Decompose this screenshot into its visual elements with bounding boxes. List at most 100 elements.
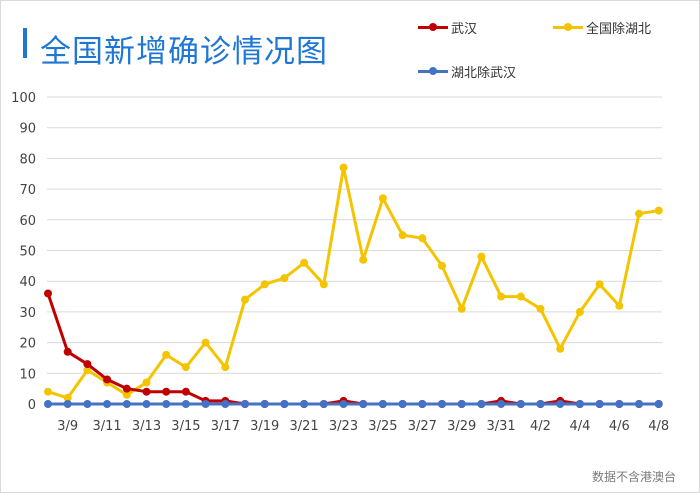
y-tick-label-0: 0: [28, 398, 36, 413]
axis-layer: 0 10 20 30 40 50 60 70 80 90 100 3/9 3/11 3/13 3/15 3/1…: [11, 91, 669, 434]
x-tick-label-4-2: 4/2: [530, 419, 551, 434]
data-point-2-12: [280, 400, 289, 408]
x-tick-label-4-4: 4/4: [569, 419, 590, 434]
data-point-1-1: [63, 393, 72, 402]
data-point-2-16: [359, 400, 368, 408]
data-point-2-2: [83, 400, 92, 408]
x-tick-label-3-13: 3/13: [132, 419, 161, 434]
series-1: [44, 163, 663, 402]
data-point-1-14: [319, 280, 328, 289]
legend-swatch-wuhan: [418, 19, 448, 35]
data-point-2-3: [103, 400, 112, 408]
data-point-1-16: [359, 255, 368, 264]
y-tick-label-40: 40: [19, 275, 36, 290]
data-point-2-18: [398, 400, 407, 408]
x-tick-label-3-25: 3/25: [368, 419, 397, 434]
data-point-2-8: [201, 400, 210, 408]
data-point-2-10: [241, 400, 249, 408]
data-point-0-1: [63, 347, 72, 356]
data-point-1-7: [181, 363, 190, 372]
x-tick-label-3-27: 3/27: [408, 419, 437, 434]
data-point-2-19: [418, 400, 427, 408]
data-point-2-13: [300, 400, 309, 408]
y-tick-label-90: 90: [19, 122, 36, 137]
data-point-1-10: [241, 295, 249, 304]
data-point-2-21: [457, 400, 466, 408]
data-point-1-22: [477, 252, 486, 261]
x-tick-label-4-6: 4/6: [609, 419, 630, 434]
data-point-1-24: [516, 292, 525, 301]
legend-label-hubei-ex-wuhan: 湖北除武汉: [451, 65, 517, 81]
data-point-2-26: [556, 400, 565, 408]
legend-label-national-ex-hubei: 全国除湖北: [586, 21, 652, 37]
y-tick-label-20: 20: [19, 337, 36, 352]
data-point-1-0: [44, 387, 52, 396]
x-tick-label-3-17: 3/17: [211, 419, 240, 434]
y-tick-label-60: 60: [19, 214, 36, 229]
x-tick-label-3-15: 3/15: [171, 419, 200, 434]
x-tick-label-3-31: 3/31: [486, 419, 515, 434]
data-point-2-27: [575, 400, 584, 408]
data-point-1-25: [536, 304, 545, 313]
y-tick-label-70: 70: [19, 183, 36, 198]
data-point-2-24: [516, 400, 525, 408]
y-tick-label-10: 10: [19, 367, 36, 382]
data-point-1-19: [418, 234, 427, 243]
data-point-0-6: [162, 387, 171, 396]
legend-item-wuhan[interactable]: 武汉: [418, 19, 478, 37]
data-point-1-21: [457, 304, 466, 313]
data-point-2-9: [221, 400, 230, 408]
legend-swatch-hubei-ex-wuhan: [418, 63, 448, 79]
series-layer: [44, 163, 663, 408]
data-point-1-15: [339, 163, 348, 172]
data-point-2-4: [122, 400, 131, 408]
data-point-2-29: [615, 400, 624, 408]
data-point-1-30: [635, 209, 643, 218]
x-tick-label-3-9: 3/9: [57, 419, 78, 434]
series-2: [44, 400, 663, 408]
data-point-2-11: [260, 400, 269, 408]
title-accent-bar: [23, 28, 27, 58]
data-point-1-31: [654, 206, 663, 215]
legend-label-wuhan: 武汉: [451, 21, 478, 37]
data-point-1-5: [142, 378, 151, 387]
series-line-1: [46, 166, 661, 400]
data-point-0-0: [44, 289, 52, 298]
data-point-1-27: [575, 307, 584, 316]
data-point-1-18: [398, 231, 407, 240]
data-point-2-23: [497, 400, 506, 408]
legend-item-hubei-ex-wuhan[interactable]: 湖北除武汉: [418, 63, 517, 81]
x-tick-label-3-21: 3/21: [289, 419, 318, 434]
data-point-1-4: [122, 390, 131, 399]
data-point-2-28: [595, 400, 604, 408]
data-point-1-2: [83, 366, 92, 375]
x-tick-label-3-11: 3/11: [92, 419, 121, 434]
data-point-0-5: [142, 387, 151, 396]
legend-item-national-ex-hubei[interactable]: 全国除湖北: [553, 19, 652, 37]
x-tick-label-4-8: 4/8: [648, 419, 669, 434]
data-point-2-1: [63, 400, 72, 408]
data-point-0-2: [83, 360, 92, 369]
data-point-1-8: [201, 338, 210, 347]
data-point-2-17: [378, 400, 387, 408]
x-tick-label-3-23: 3/23: [329, 419, 358, 434]
data-point-1-20: [438, 261, 446, 270]
y-tick-label-50: 50: [19, 245, 36, 260]
data-point-2-25: [536, 400, 545, 408]
chart-title: 全国新增确诊情况图: [40, 34, 328, 70]
data-point-1-23: [497, 292, 506, 301]
legend-swatch-national-ex-hubei: [553, 19, 583, 35]
data-point-2-15: [339, 400, 348, 408]
data-point-2-0: [44, 400, 52, 408]
data-point-2-6: [162, 400, 171, 408]
series-0: [44, 289, 663, 408]
data-point-2-14: [319, 400, 328, 408]
x-tick-label-3-19: 3/19: [250, 419, 279, 434]
y-tick-label-100: 100: [11, 91, 36, 106]
data-point-2-30: [635, 400, 643, 408]
data-point-2-31: [654, 400, 663, 408]
data-point-1-26: [556, 344, 565, 353]
data-point-1-13: [300, 258, 309, 267]
data-point-0-3: [103, 375, 112, 384]
